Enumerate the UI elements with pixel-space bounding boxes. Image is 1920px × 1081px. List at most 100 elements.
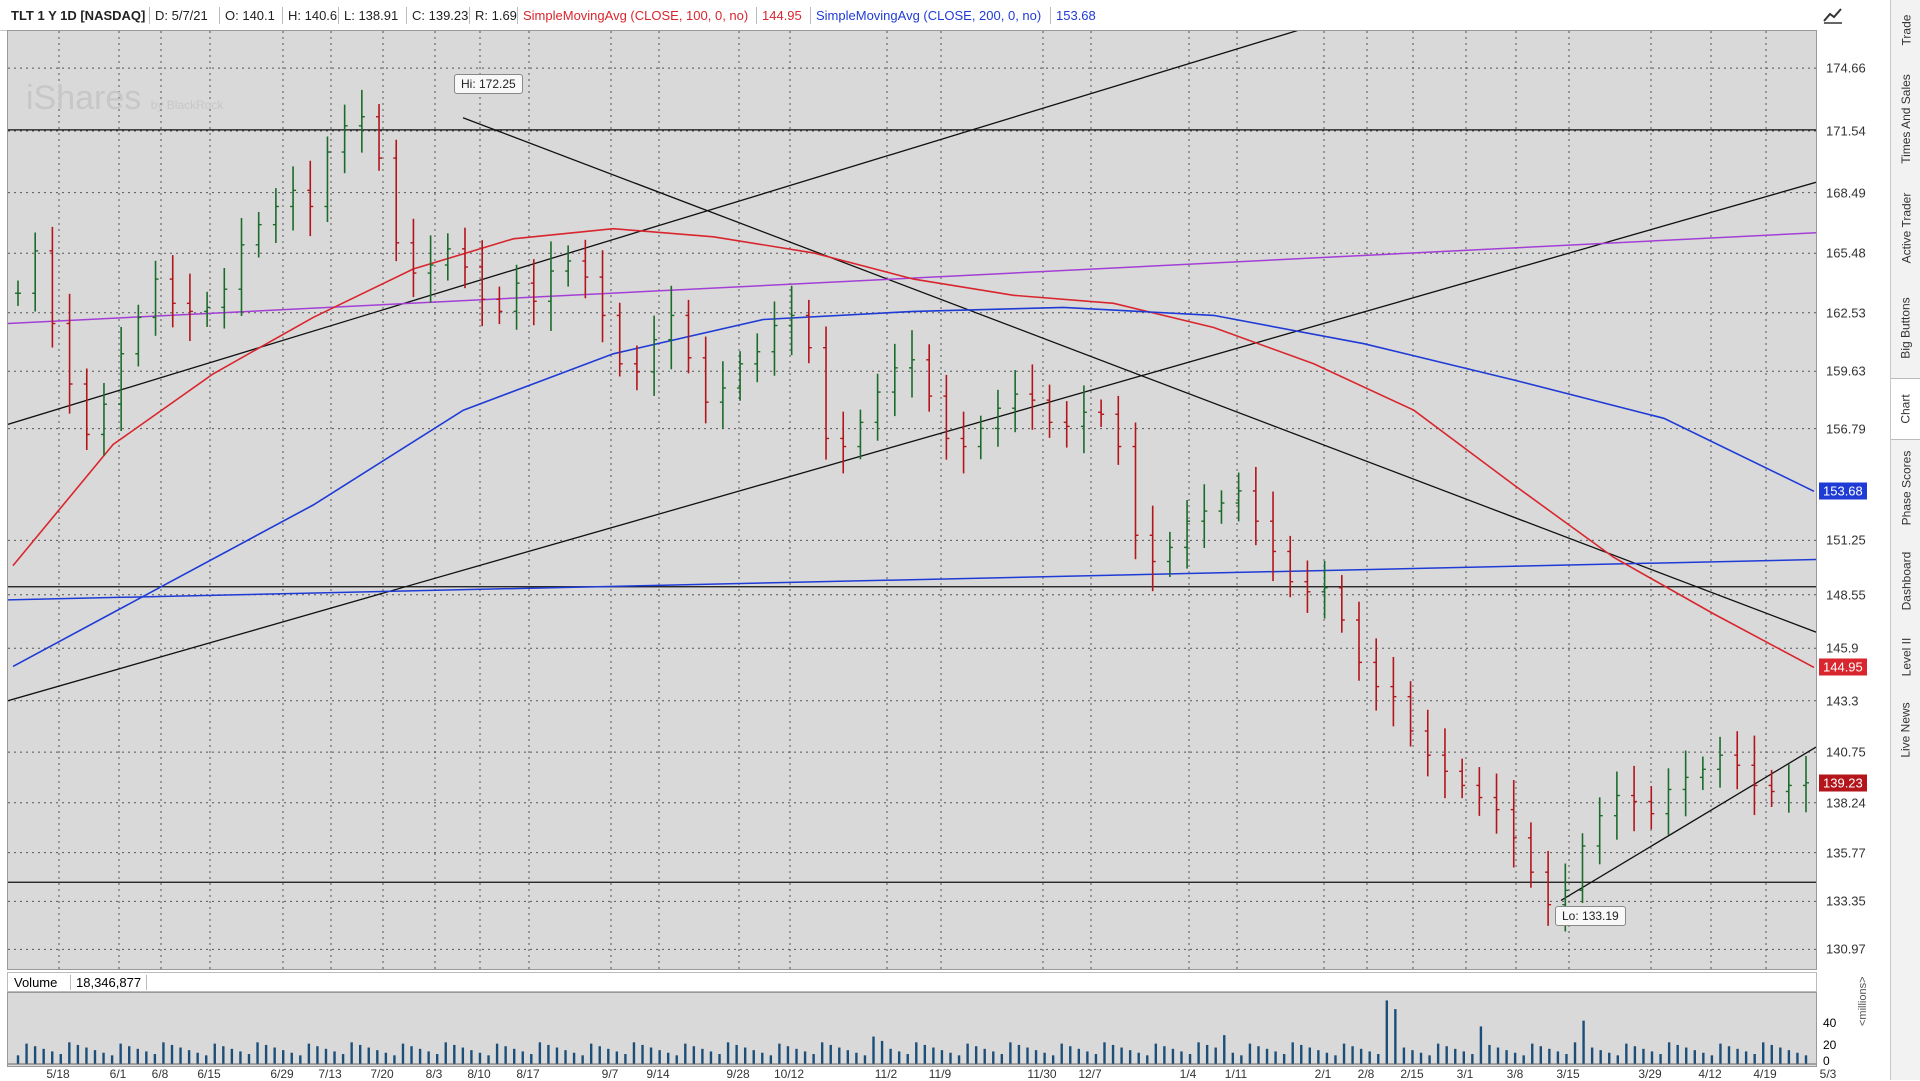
date-axis[interactable]: 5/18 6/1 6/8 6/15 6/29 7/13 7/20 8/3 8/10 8/17 9/7… [7,1067,1836,1081]
volume-bar [572,1052,576,1064]
tab-times-and-sales[interactable]: Times And Sales [1899,74,1914,164]
high-callout: Hi: 172.25 [454,74,523,94]
volume-bar [1300,1044,1303,1064]
volume-bar [1582,1020,1585,1064]
ohlc-bar [1235,472,1242,522]
volume-bar [1308,1047,1312,1064]
sma200-study-label[interactable]: SimpleMovingAvg (CLOSE, 200, 0, no) [810,7,1046,24]
volume-bar [102,1052,105,1064]
ohlc-bar [169,255,176,328]
date-tick-label: 9/14 [646,1067,670,1081]
volume-bar [1180,1051,1183,1064]
ishares-watermark-logo: iShares by BlackRock [26,79,223,118]
ohlc-bar [1012,370,1019,433]
tab-phase-scores[interactable]: Phase Scores [1899,450,1913,526]
chart-settings-icon[interactable] [1822,5,1844,25]
volume-bar [145,1051,148,1064]
volume-header: Volume 18,346,877 [7,972,1817,992]
volume-bar [85,1047,88,1064]
volume-bar [1411,1050,1414,1064]
volume-bar [692,1046,696,1064]
volume-bar [752,1050,755,1064]
symbol-label[interactable]: TLT 1 Y 1D [NASDAQ] [11,8,146,23]
price-tag: 153.68 [1819,482,1867,500]
ohlc-bar [1459,758,1466,799]
price-axis[interactable]: 174.66 171.54 168.49 165.48 162.53 159.63 156.… [1817,30,1890,1080]
ohlc-bar [943,374,950,460]
tab-active-trader[interactable]: Active Trader [1899,192,1914,264]
ohlc-bar [290,166,297,231]
volume-bar [880,1040,884,1064]
volume-bar [1471,1054,1474,1064]
ohlc-bar [1115,395,1122,465]
tab-big-buttons[interactable]: Big Buttons [1899,297,1913,359]
date-tick-label: 5/3 [1819,1067,1837,1081]
volume-bar [709,1051,713,1064]
volume-bar [1744,1051,1748,1064]
price-tag: 144.95 [1819,658,1867,676]
ohlc-bar [719,361,726,429]
ohlc-bar [255,211,262,258]
ohlc-bar [1046,384,1053,438]
sma100-study-label[interactable]: SimpleMovingAvg (CLOSE, 100, 0, no) [517,7,753,24]
ohlc-bar [857,409,864,460]
date-tick-label: 7/20 [370,1067,394,1081]
ohlc-bar [530,259,537,326]
volume-bar [16,1055,20,1064]
volume-bar [25,1043,28,1064]
volume-bar [1385,1000,1389,1064]
volume-bar [1531,1043,1534,1064]
volume-bar [992,1051,995,1064]
ohlc-bar [1648,786,1655,830]
ohlc-bar [204,291,211,327]
ohlc-bar [238,217,245,317]
ohlc-bar [1545,850,1552,926]
tab-level-ii[interactable]: Level II [1899,637,1914,677]
date-tick-label: 9/28 [726,1067,750,1081]
tab-live-news[interactable]: Live News [1899,702,1914,758]
volume-bar [957,1055,961,1064]
tab-trade[interactable]: Trade [1899,14,1913,46]
ohlc-bar [909,330,915,398]
volume-bar [846,1050,850,1064]
date-tick-label: 1/11 [1224,1067,1248,1081]
volume-bar [1257,1046,1260,1064]
date-tick-label: 6/29 [270,1067,294,1081]
volume-bar [1351,1046,1354,1064]
volume-bar [1188,1054,1192,1064]
ohlc-bar [1631,765,1638,832]
volume-bar [1034,1050,1038,1064]
side-tab-strip: Trade Times And Sales Active Trader Big … [1890,0,1920,1080]
volume-bar [743,1047,747,1064]
date-tick-label: 4/12 [1698,1067,1722,1081]
volume-bar [1642,1048,1645,1064]
ohlc-bar [565,245,572,287]
volume-bar [1556,1051,1560,1064]
volume-bar [1479,1026,1483,1064]
trendline-up-1 [8,31,1299,425]
tab-dashboard[interactable]: Dashboard [1899,551,1913,611]
volume-bar [110,1055,114,1064]
volume-pane[interactable] [7,992,1817,1067]
volume-bar [495,1043,499,1064]
volume-bar [897,1051,901,1064]
volume-bar [230,1048,234,1064]
volume-bar [1454,1048,1457,1064]
tab-chart[interactable]: Chart [1891,378,1920,440]
volume-bar [1659,1054,1662,1064]
ohlc-bar [840,411,847,474]
volume-bar [1736,1048,1739,1064]
price-chart-pane[interactable]: iShares by BlackRock Hi: 172.25 Lo: 133.… [7,30,1817,970]
volume-bar [1128,1050,1132,1064]
ohlc-bar [341,104,348,174]
date-tick-label: 6/15 [197,1067,221,1081]
date-tick-label: 2/1 [1314,1067,1332,1081]
volume-label: Volume [14,975,58,990]
volume-bar [1402,1047,1406,1064]
date-tick-label: 10/12 [773,1067,805,1081]
high-readout: H: 140.6 [282,7,342,24]
volume-bar [949,1052,952,1064]
volume-bar [1394,1009,1397,1064]
volume-bar [333,1051,336,1064]
volume-bar [512,1048,516,1064]
